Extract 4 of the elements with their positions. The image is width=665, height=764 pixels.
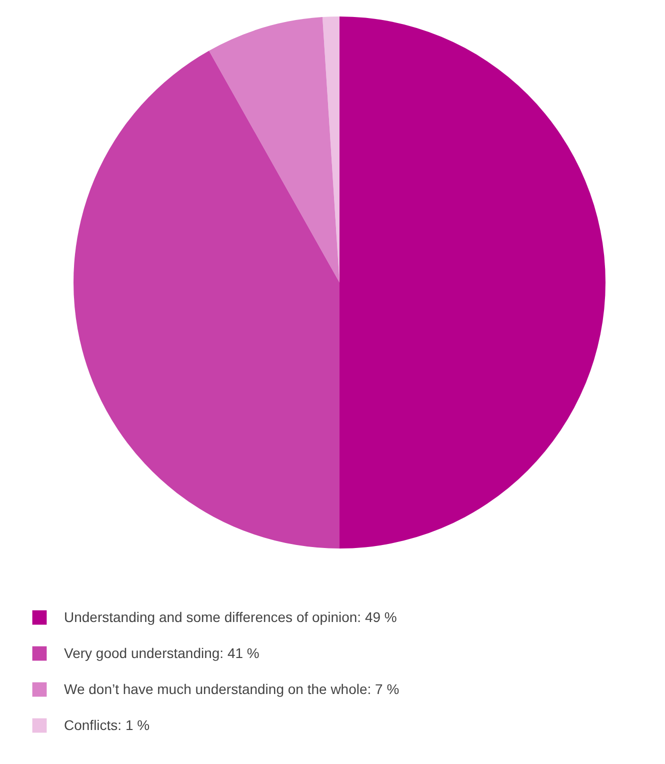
legend-label: We don’t have much understanding on the whole: 7 % (64, 681, 400, 697)
legend-label: Understanding and some differences of opinion: 49 % (64, 609, 397, 625)
legend-label: Conflicts: 1 % (64, 717, 150, 733)
legend-label: Very good understanding: 41 % (64, 645, 260, 661)
